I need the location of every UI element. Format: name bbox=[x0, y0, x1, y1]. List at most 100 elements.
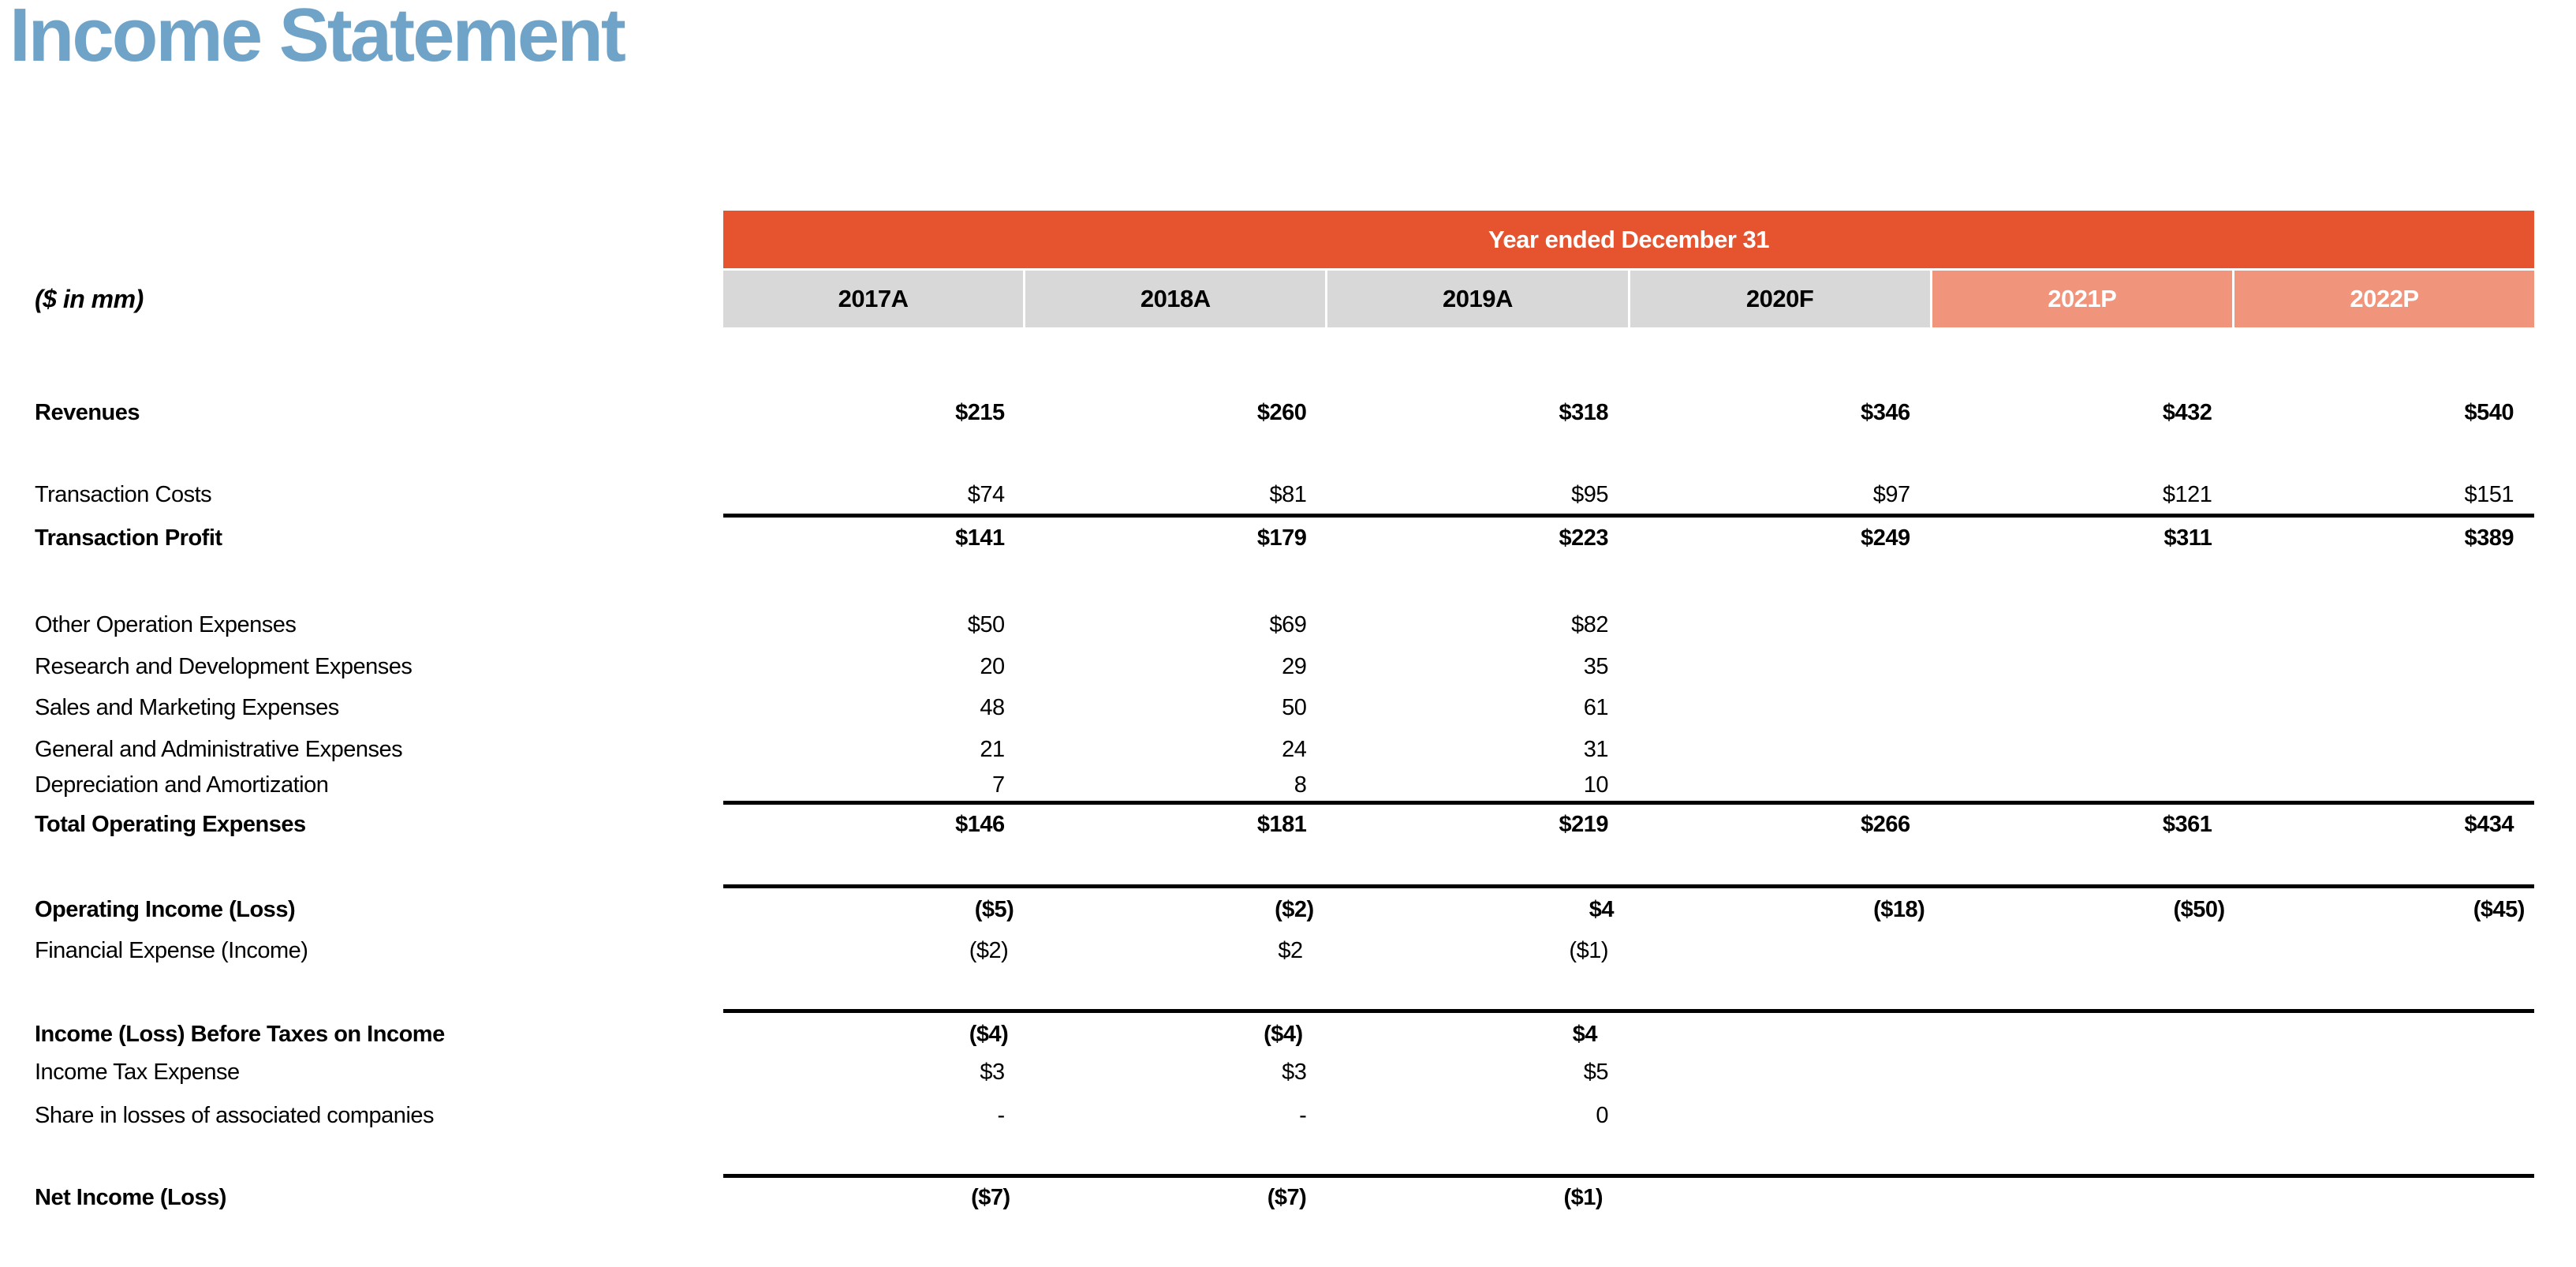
row-label: Transaction Costs bbox=[35, 482, 212, 507]
divider-line bbox=[723, 1009, 2534, 1013]
value-cell: $4 bbox=[1572, 1022, 1598, 1047]
table-row: Financial Expense (Income) ($2) $2 ($1) bbox=[0, 930, 2576, 971]
value-cell bbox=[1629, 1052, 1931, 1093]
value-cell: ($7) bbox=[1267, 1185, 1307, 1210]
value-cell bbox=[2232, 687, 2534, 728]
value-cell: 0 bbox=[1596, 1103, 1609, 1128]
table-row: Operating Income (Loss) ($5) ($2) $4 ($18) ($… bbox=[0, 889, 2576, 930]
row-values: $215 $260 $318 $346 $432 $540 bbox=[723, 392, 2534, 433]
value-cell: ($5) bbox=[974, 897, 1014, 922]
value-cell: - bbox=[1299, 1103, 1307, 1128]
value-cell: $3 bbox=[1282, 1060, 1307, 1085]
value-cell: $311 bbox=[2163, 525, 2212, 551]
row-values: 20 29 35 bbox=[723, 646, 2534, 687]
value-cell: $69 bbox=[1269, 612, 1307, 637]
row-values: $74 $81 $95 $97 $121 $151 bbox=[723, 474, 2534, 515]
value-cell: ($1) bbox=[1569, 938, 1608, 963]
unit-note: ($ in mm) bbox=[35, 285, 144, 313]
row-label: Research and Development Expenses bbox=[35, 654, 413, 679]
value-cell: 61 bbox=[1583, 695, 1609, 720]
value-cell: ($2) bbox=[1275, 897, 1314, 922]
row-label: Income Tax Expense bbox=[35, 1060, 240, 1085]
value-cell bbox=[1923, 930, 2228, 971]
row-values: 48 50 61 bbox=[723, 687, 2534, 728]
value-cell bbox=[2232, 646, 2534, 687]
value-cell: ($4) bbox=[969, 1022, 1009, 1047]
value-cell bbox=[1931, 1095, 2233, 1136]
value-cell: $434 bbox=[2464, 812, 2514, 837]
row-values: ($2) $2 ($1) bbox=[723, 930, 2534, 971]
row-label: Transaction Profit bbox=[35, 525, 222, 551]
value-cell bbox=[2232, 604, 2534, 645]
row-values: 21 24 31 bbox=[723, 729, 2534, 770]
value-cell: 24 bbox=[1282, 737, 1307, 762]
value-cell: $146 bbox=[955, 812, 1005, 837]
column-header-2019a: 2019A bbox=[1327, 271, 1628, 327]
value-cell: 31 bbox=[1583, 737, 1609, 762]
value-cell bbox=[1931, 1052, 2233, 1093]
column-header-row: 2017A 2018A 2019A 2020F 2021P 2022P bbox=[723, 271, 2535, 327]
value-cell: 7 bbox=[992, 772, 1005, 798]
row-label: Operating Income (Loss) bbox=[35, 897, 296, 922]
value-cell bbox=[1629, 764, 1931, 805]
value-cell: $260 bbox=[1256, 400, 1307, 425]
value-cell: $74 bbox=[967, 482, 1005, 507]
row-label: Total Operating Expenses bbox=[35, 812, 306, 837]
value-cell: ($2) bbox=[969, 938, 1009, 963]
value-cell: $223 bbox=[1559, 525, 1609, 551]
value-cell: $432 bbox=[2162, 400, 2212, 425]
row-label: Sales and Marketing Expenses bbox=[35, 695, 339, 720]
row-values: $146 $181 $219 $266 $361 $434 bbox=[723, 804, 2534, 845]
value-cell: $266 bbox=[1861, 812, 1910, 837]
table-row: Sales and Marketing Expenses 48 50 61 bbox=[0, 687, 2576, 728]
row-label: Income (Loss) Before Taxes on Income bbox=[35, 1022, 445, 1047]
divider-line bbox=[723, 1174, 2534, 1178]
value-cell: 21 bbox=[980, 737, 1005, 762]
row-label: Other Operation Expenses bbox=[35, 612, 297, 637]
column-header-2017a: 2017A bbox=[723, 271, 1024, 327]
value-cell: $81 bbox=[1269, 482, 1307, 507]
table-row: Total Operating Expenses $146 $181 $219 $266… bbox=[0, 804, 2576, 845]
value-cell: $82 bbox=[1571, 612, 1609, 637]
value-cell bbox=[2227, 1177, 2534, 1218]
value-cell bbox=[1618, 930, 1923, 971]
value-cell: 8 bbox=[1294, 772, 1307, 798]
value-cell: ($7) bbox=[971, 1185, 1010, 1210]
row-values: ($5) ($2) $4 ($18) ($50) ($45) bbox=[723, 889, 2534, 930]
value-cell: $540 bbox=[2464, 400, 2514, 425]
value-cell: $2 bbox=[1278, 938, 1303, 963]
value-cell: ($18) bbox=[1873, 897, 1925, 922]
table-row: Transaction Profit $141 $179 $223 $249 $311 $3… bbox=[0, 518, 2576, 559]
value-cell: $97 bbox=[1872, 482, 1910, 507]
value-cell: ($1) bbox=[1563, 1185, 1603, 1210]
row-values: ($4) ($4) $4 bbox=[723, 1014, 2534, 1055]
value-cell: 35 bbox=[1583, 654, 1609, 679]
row-label: Financial Expense (Income) bbox=[35, 938, 308, 963]
value-cell: $181 bbox=[1256, 812, 1307, 837]
row-values: 7 8 10 bbox=[723, 764, 2534, 805]
value-cell: $151 bbox=[2464, 482, 2514, 507]
row-values: ($7) ($7) ($1) bbox=[723, 1177, 2534, 1218]
value-cell: $179 bbox=[1256, 525, 1307, 551]
divider-line bbox=[723, 884, 2534, 888]
row-values: $50 $69 $82 bbox=[723, 604, 2534, 645]
page-title: Income Statement bbox=[9, 0, 626, 77]
value-cell bbox=[1629, 604, 1931, 645]
divider-line bbox=[723, 801, 2534, 805]
table-row: Depreciation and Amortization 7 8 10 bbox=[0, 764, 2576, 805]
value-cell: $3 bbox=[980, 1060, 1005, 1085]
value-cell: $318 bbox=[1559, 400, 1609, 425]
value-cell bbox=[1931, 646, 2233, 687]
row-label: General and Administrative Expenses bbox=[35, 737, 403, 762]
value-cell bbox=[1618, 1014, 1923, 1055]
divider-line bbox=[723, 514, 2534, 518]
table-row: Research and Development Expenses 20 29 35 bbox=[0, 646, 2576, 687]
value-cell: ($50) bbox=[2173, 897, 2225, 922]
table-row: Transaction Costs $74 $81 $95 $97 $121 $151 bbox=[0, 474, 2576, 515]
value-cell bbox=[1629, 646, 1931, 687]
value-cell: $361 bbox=[2162, 812, 2212, 837]
table-row: Income (Loss) Before Taxes on Income ($4)… bbox=[0, 1014, 2576, 1055]
value-cell bbox=[1920, 1177, 2227, 1218]
column-header-2021p: 2021P bbox=[1932, 271, 2232, 327]
table-row: Revenues $215 $260 $318 $346 $432 $540 bbox=[0, 392, 2576, 433]
